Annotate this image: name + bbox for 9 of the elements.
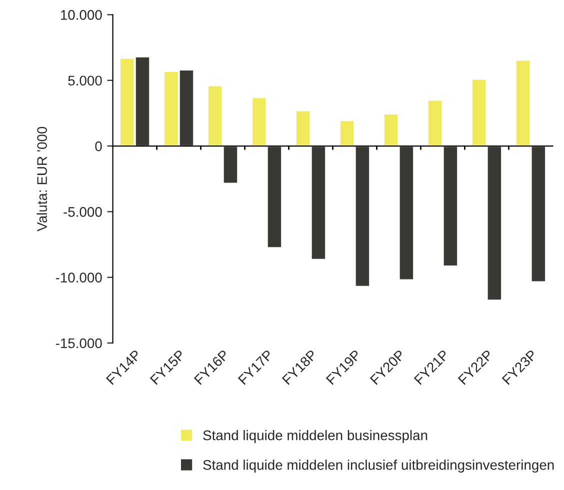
y-axis-title: Valuta: EUR '000 [36,126,47,232]
legend-label: Stand liquide middelen inclusief uitbreidingsinvesteringen [203,460,554,473]
legend-label: Stand liquide middelen businessplan [203,430,428,443]
y-tick-label: -15.000 [56,338,102,348]
y-tick-label: 5.000 [68,76,102,86]
y-tick-label: -5.000 [64,207,102,217]
y-tick-label: -10.000 [56,272,102,283]
y-tick-label: 10.000 [60,10,102,20]
y-tick-label: 0 [95,141,102,152]
